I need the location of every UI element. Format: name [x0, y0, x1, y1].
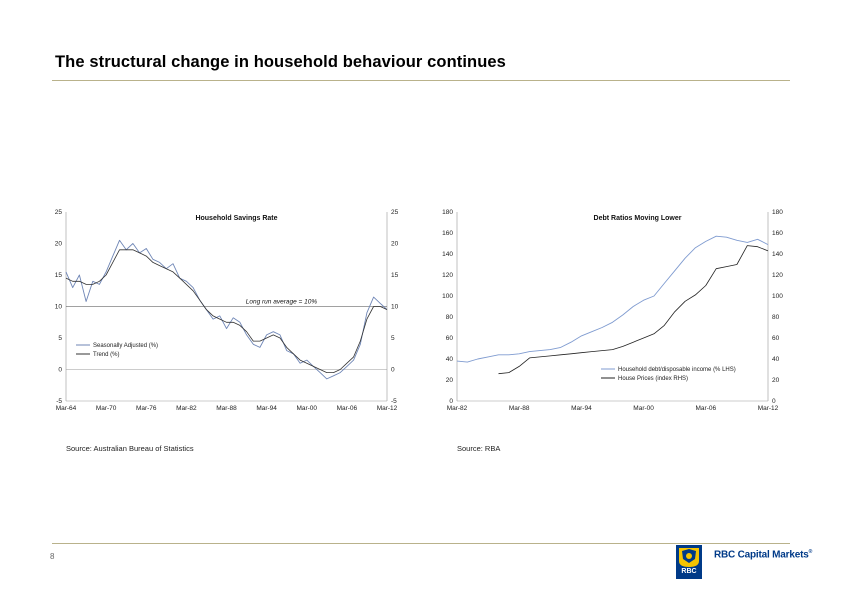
x-tick-label: Mar-82	[176, 405, 197, 412]
y-tick-label-right: 160	[772, 230, 783, 237]
series-line-2	[65, 249, 388, 374]
y-tick-label-right: 10	[391, 304, 399, 311]
y-tick-label-left: 80	[446, 314, 454, 321]
y-tick-label-right: 140	[772, 251, 783, 258]
x-tick-label: Mar-12	[758, 405, 779, 412]
title-divider	[52, 80, 790, 81]
y-tick-label-left: 15	[55, 272, 63, 279]
y-tick-label-right: 15	[391, 272, 399, 279]
x-tick-label: Mar-76	[136, 405, 157, 412]
y-tick-label-left: 20	[446, 377, 454, 384]
x-tick-label: Mar-06	[337, 405, 358, 412]
y-tick-label-right: 0	[772, 398, 776, 405]
rbc-shield-text: RBC	[681, 568, 697, 575]
x-tick-label: Mar-00	[296, 405, 317, 412]
y-tick-label-left: 120	[442, 272, 453, 279]
y-tick-label-right: 80	[772, 314, 780, 321]
y-tick-label-right: 180	[772, 209, 783, 216]
y-tick-label-left: 160	[442, 230, 453, 237]
y-tick-label-left: 180	[442, 209, 453, 216]
legend-label: Trend (%)	[93, 352, 119, 358]
y-tick-label-right: 5	[391, 335, 395, 342]
left-chart-source: Source: Australian Bureau of Statistics	[66, 444, 194, 453]
y-tick-label-right: -5	[391, 398, 397, 405]
brand-name-text: RBC Capital Markets	[714, 549, 809, 561]
y-tick-label-left: 25	[55, 209, 63, 216]
y-tick-label-right: 60	[772, 335, 780, 342]
page-number: 8	[50, 552, 55, 561]
x-tick-label: Mar-94	[256, 405, 277, 412]
y-tick-label-left: 140	[442, 251, 453, 258]
x-tick-label: Mar-82	[447, 405, 468, 412]
y-tick-label-left: 0	[449, 398, 453, 405]
series-line-2	[498, 245, 769, 375]
x-tick-label: Mar-64	[56, 405, 77, 412]
y-tick-label-right: 100	[772, 293, 783, 300]
y-tick-label-left: 5	[58, 335, 62, 342]
legend-label: House Prices (index RHS)	[618, 376, 688, 382]
brand-name: RBC Capital Markets®	[714, 549, 812, 560]
y-tick-label-right: 120	[772, 272, 783, 279]
x-tick-label: Mar-12	[377, 405, 398, 412]
chart-title: Household Savings Rate	[195, 215, 277, 222]
series-line-1	[65, 239, 388, 380]
y-tick-label-right: 0	[391, 367, 395, 374]
y-tick-label-left: 0	[58, 367, 62, 374]
y-tick-label-left: 40	[446, 356, 454, 363]
y-tick-label-right: 40	[772, 356, 780, 363]
legend-label: Seasonally Adjusted (%)	[93, 343, 158, 349]
x-tick-label: Mar-94	[571, 405, 592, 412]
y-tick-label-left: 20	[55, 241, 63, 248]
x-tick-label: Mar-06	[696, 405, 717, 412]
y-tick-label-right: 20	[391, 241, 399, 248]
rbc-shield-icon	[676, 545, 702, 579]
series-line-1	[456, 235, 769, 363]
y-tick-label-right: 20	[772, 377, 780, 384]
legend-label: Household debt/disposable income (% LHS)	[618, 367, 736, 373]
brand-mark: ®	[808, 549, 813, 555]
y-tick-label-left: -5	[56, 398, 62, 405]
y-tick-label-left: 60	[446, 335, 454, 342]
y-tick-label-left: 10	[55, 304, 63, 311]
page-title: The structural change in household behav…	[55, 53, 506, 71]
y-tick-label-left: 100	[442, 293, 453, 300]
y-tick-label-right: 25	[391, 209, 399, 216]
x-tick-label: Mar-88	[509, 405, 530, 412]
rbc-logo: RBC RBC Capital Markets®	[676, 545, 812, 581]
x-tick-label: Mar-00	[633, 405, 654, 412]
right-chart-source: Source: RBA	[457, 444, 501, 453]
reference-line-label: Long run average = 10%	[246, 299, 318, 306]
x-tick-label: Mar-70	[96, 405, 117, 412]
x-tick-label: Mar-88	[216, 405, 237, 412]
footer-divider	[52, 543, 790, 544]
chart-title: Debt Ratios Moving Lower	[594, 215, 682, 222]
